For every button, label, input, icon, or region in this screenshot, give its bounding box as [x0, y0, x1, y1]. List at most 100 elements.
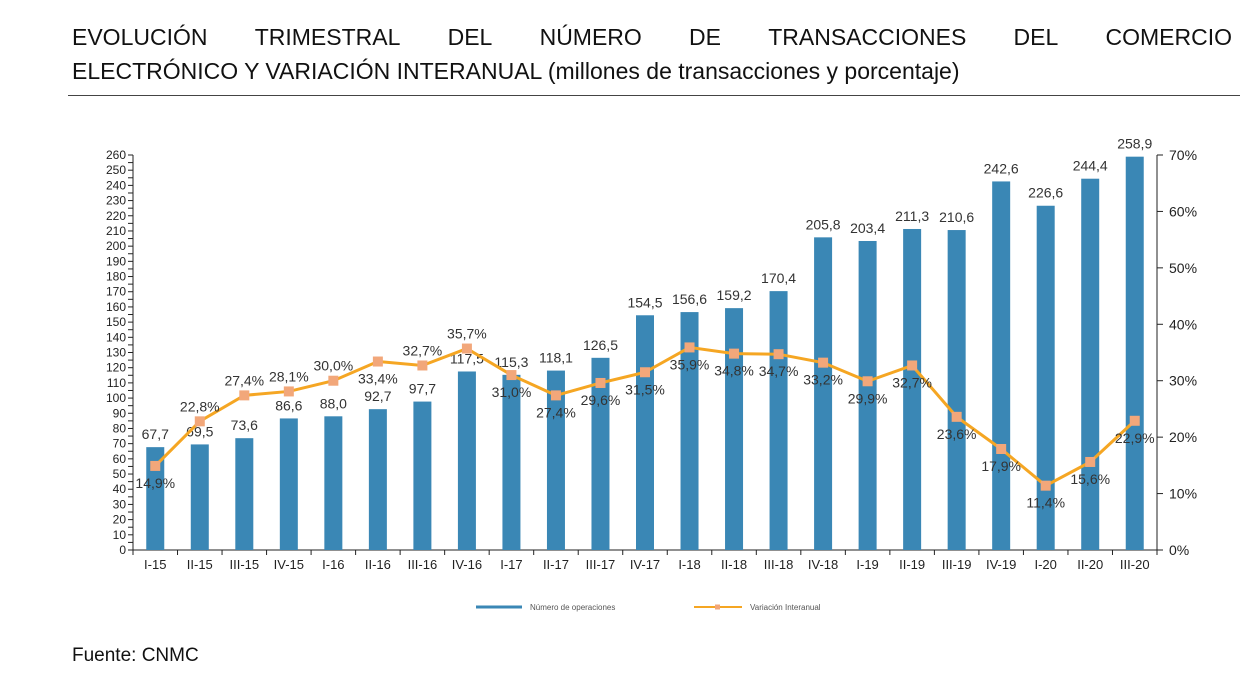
bar — [413, 401, 432, 550]
bar-value-label: 211,3 — [895, 208, 929, 224]
bar-value-label: 97,7 — [409, 381, 436, 397]
left-tick-label: 220 — [106, 209, 126, 223]
bar — [457, 371, 476, 550]
bar — [546, 370, 565, 550]
line-value-label: 33,4% — [358, 371, 398, 387]
title-main: ELECTRÓNICO Y VARIACIÓN INTERANUAL — [72, 58, 542, 84]
x-tick-label: II-19 — [899, 557, 925, 572]
bar-value-label: 126,5 — [583, 337, 618, 353]
bar-value-label: 226,6 — [1028, 185, 1063, 201]
bar-value-label: 118,1 — [539, 350, 573, 366]
left-tick-label: 50 — [113, 467, 127, 481]
right-tick-label: 40% — [1169, 316, 1197, 332]
left-tick-label: 130 — [106, 346, 126, 360]
line-marker — [550, 390, 561, 401]
bar-value-label: 210,6 — [939, 209, 974, 225]
x-tick-label: II-18 — [721, 557, 747, 572]
line-marker — [907, 360, 918, 371]
line-value-label: 31,5% — [625, 381, 665, 397]
title-line-2: ELECTRÓNICO Y VARIACIÓN INTERANUAL (mill… — [72, 54, 1232, 88]
right-tick-label: 30% — [1169, 373, 1197, 389]
bar-value-label: 86,6 — [275, 397, 302, 413]
bar — [1125, 156, 1144, 551]
left-tick-label: 110 — [107, 376, 126, 390]
title-word: DEL — [447, 24, 493, 50]
chart-title: EVOLUCIÓN TRIMESTRAL DEL NÚMERO DE TRANSACCIO… — [72, 20, 1232, 88]
title-line-1: EVOLUCIÓN TRIMESTRAL DEL NÚMERO DE TRANSACCIO… — [72, 20, 1232, 54]
x-tick-label: II-16 — [365, 557, 391, 572]
bar — [725, 308, 744, 550]
line-value-label: 35,7% — [447, 326, 487, 342]
title-word: EVOLUCIÓN — [72, 24, 208, 50]
bar-value-label: 242,6 — [984, 160, 1019, 176]
left-tick-label: 180 — [106, 270, 126, 284]
left-tick-label: 60 — [113, 452, 127, 466]
bar — [279, 418, 298, 550]
line-marker — [951, 411, 962, 422]
bar — [368, 409, 387, 550]
x-tick-label: III-20 — [1120, 557, 1150, 572]
title-word: NÚMERO — [539, 24, 642, 50]
legend-line-marker — [715, 604, 720, 610]
left-tick-label: 70 — [113, 437, 127, 451]
line-value-label: 33,2% — [803, 372, 843, 388]
bar — [324, 416, 343, 550]
bar-value-label: 203,4 — [850, 220, 885, 236]
line-marker — [461, 343, 472, 354]
left-tick-label: 240 — [106, 178, 126, 192]
bar — [903, 228, 922, 550]
line-value-label: 27,4% — [224, 372, 264, 388]
line-marker — [150, 460, 161, 471]
line-value-label: 22,9% — [1115, 430, 1155, 446]
source-note: Fuente: CNMC — [72, 645, 199, 666]
left-tick-label: 190 — [106, 254, 126, 268]
line-marker — [283, 386, 294, 397]
left-tick-label: 170 — [106, 285, 126, 299]
legend-line-label: Variación Interanual — [750, 603, 821, 612]
line-value-label: 15,6% — [1070, 471, 1110, 487]
bar-value-label: 170,4 — [761, 270, 796, 286]
legend-bar-label: Número de operaciones — [530, 603, 615, 612]
bar-value-label: 115,3 — [494, 354, 528, 370]
line-value-label: 32,7% — [892, 374, 932, 390]
left-tick-label: 100 — [106, 391, 126, 405]
x-tick-label: I-16 — [322, 557, 344, 572]
line-marker — [1129, 415, 1140, 426]
line-value-label: 31,0% — [492, 384, 532, 400]
bar-value-label: 156,6 — [672, 291, 707, 307]
line-marker — [506, 370, 517, 381]
bar-value-label: 159,2 — [717, 287, 752, 303]
bar — [235, 438, 254, 550]
line-value-label: 14,9% — [135, 475, 175, 491]
left-tick-label: 20 — [113, 513, 127, 527]
bar — [992, 181, 1011, 550]
line-value-label: 29,9% — [848, 390, 888, 406]
line-marker — [773, 349, 784, 360]
x-tick-label: I-15 — [144, 557, 166, 572]
x-tick-label: II-15 — [187, 557, 213, 572]
bar — [814, 237, 833, 551]
line-marker — [595, 377, 606, 388]
line-marker — [1085, 456, 1096, 467]
line-marker — [818, 357, 829, 368]
x-tick-label: I-17 — [500, 557, 522, 572]
right-tick-label: 50% — [1169, 260, 1197, 276]
right-tick-label: 70% — [1169, 147, 1197, 163]
bar — [146, 447, 165, 550]
line-marker — [729, 348, 740, 359]
bar-value-label: 258,9 — [1117, 136, 1152, 152]
line-value-label: 34,7% — [759, 363, 799, 379]
x-tick-label: I-20 — [1034, 557, 1056, 572]
left-tick-label: 250 — [106, 163, 126, 177]
left-tick-label: 230 — [106, 194, 126, 208]
bar — [636, 315, 654, 550]
x-tick-label: II-20 — [1077, 557, 1103, 572]
bar-value-label: 73,6 — [231, 417, 258, 433]
bar — [190, 444, 209, 550]
line-value-label: 35,9% — [670, 356, 710, 372]
x-tick-label: I-18 — [678, 557, 700, 572]
x-tick-label: IV-19 — [986, 557, 1016, 572]
line-marker — [640, 367, 650, 378]
left-tick-label: 200 — [106, 239, 126, 253]
